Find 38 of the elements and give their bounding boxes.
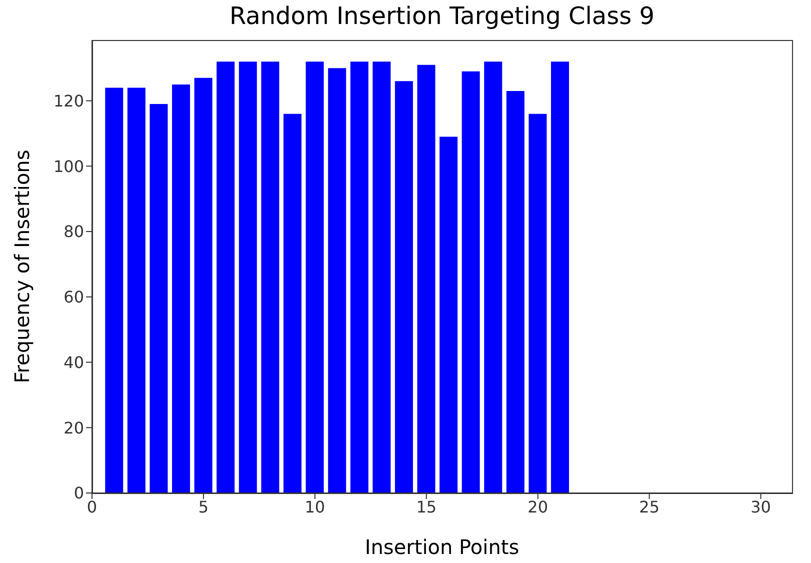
bar (440, 136, 458, 493)
y-tick-label: 60 (64, 288, 84, 307)
x-tick-label: 5 (198, 497, 209, 516)
y-tick-label: 0 (74, 484, 84, 503)
bar (172, 84, 190, 493)
bar (306, 62, 324, 493)
chart-title: Random Insertion Targeting Class 9 (228, 2, 656, 30)
bar (350, 62, 368, 493)
y-tick-label: 80 (64, 222, 84, 242)
bar (261, 62, 280, 493)
y-tick-label: 20 (64, 418, 84, 438)
bar (194, 78, 212, 493)
bar (462, 71, 480, 493)
bar (150, 104, 168, 493)
bar (506, 90, 524, 493)
bar (394, 81, 413, 493)
x-tick-label: 25 (639, 497, 660, 516)
y-tick-label: 40 (64, 352, 84, 372)
bar (127, 88, 146, 493)
bar (484, 62, 502, 493)
x-axis-title: Insertion Points (364, 535, 520, 559)
bar (238, 62, 257, 493)
bar (372, 62, 391, 493)
bar (283, 114, 302, 493)
x-tick-label: 0 (86, 497, 98, 516)
bar (551, 62, 570, 493)
x-tick-label: 20 (528, 497, 548, 516)
x-tick-label: 10 (304, 497, 326, 516)
x-tick-label: 15 (416, 497, 437, 516)
y-axis-title: Frequency of Insertions (10, 150, 34, 384)
y-tick-label: 120 (53, 91, 84, 110)
bar (528, 114, 547, 493)
bar (105, 88, 124, 493)
y-tick-label: 100 (53, 156, 84, 176)
x-tick-label: 30 (750, 497, 771, 516)
bar (216, 62, 235, 493)
bar (417, 64, 436, 493)
bar (328, 68, 346, 493)
